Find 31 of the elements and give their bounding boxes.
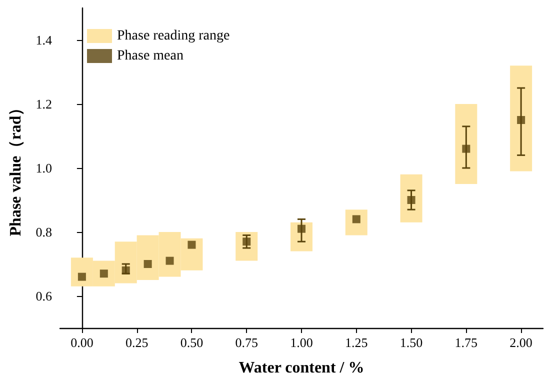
point (517, 116, 526, 124)
point (166, 256, 174, 265)
x-tick-label: 1.50 (400, 335, 423, 350)
point (122, 266, 130, 274)
point (242, 238, 251, 246)
x-tick-label: 0.00 (70, 335, 94, 350)
bar (400, 174, 422, 222)
point (298, 224, 306, 233)
point (144, 260, 152, 268)
x-tick-label: 2.00 (510, 335, 532, 350)
y-tick-label: 1.2 (36, 96, 52, 112)
y-tick-label: 1.0 (36, 160, 52, 176)
y-tick-label: 0.6 (36, 288, 52, 304)
point (78, 272, 86, 281)
y-tick-label: 0.8 (36, 224, 52, 240)
y-axis-title: Phase value（rad） (8, 100, 24, 236)
x-tick-label: 1.75 (454, 335, 478, 350)
bar (510, 66, 532, 172)
x-tick-label: 1.00 (290, 335, 313, 350)
x-tick-label: 0.25 (125, 335, 148, 350)
x-tick-label: 1.25 (345, 335, 368, 350)
point (407, 196, 416, 204)
x-axis-title: Water content / % (238, 360, 364, 376)
legend-label: Phase reading range (117, 28, 230, 44)
y-tick-label: 1.4 (36, 32, 52, 48)
point (462, 144, 470, 153)
legend-label: Phase mean (117, 48, 184, 64)
point (188, 240, 196, 249)
x-tick-label: 0.50 (180, 335, 204, 350)
x-tick-label: 0.75 (235, 335, 258, 350)
bar (455, 104, 478, 184)
